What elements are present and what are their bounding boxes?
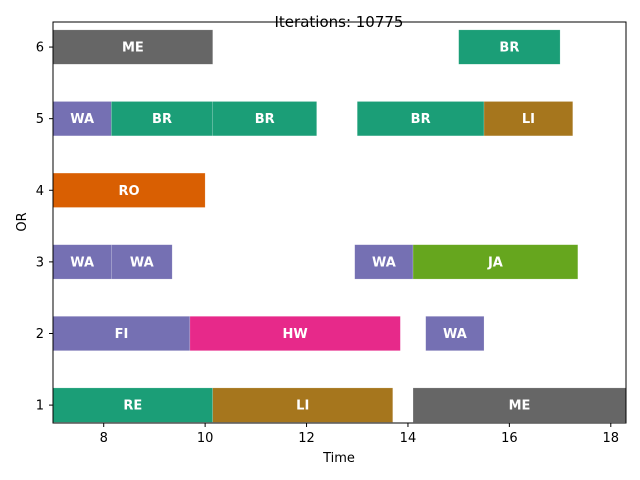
gantt-bar-wa-or3 — [52, 244, 112, 280]
gantt-bar-me-or6 — [52, 29, 213, 65]
y-tick-label: 3 — [36, 255, 44, 270]
bar-label: WA — [70, 255, 94, 270]
bar-label: ME — [509, 399, 531, 414]
gantt-bar-wa-or2 — [425, 316, 485, 351]
x-tick-label: 14 — [400, 431, 417, 446]
gantt-bar-wa-or3 — [111, 244, 173, 280]
gantt-bar-li-or5 — [483, 101, 574, 137]
bar-label: HW — [283, 327, 308, 342]
x-tick-label: 10 — [197, 431, 214, 446]
y-tick-label: 1 — [36, 399, 44, 414]
gantt-bar-ro-or4 — [52, 172, 206, 208]
bar-label: ME — [122, 41, 144, 56]
gantt-bar-li-or1 — [212, 387, 393, 423]
bar-label: WA — [70, 112, 94, 127]
bar-label: FI — [115, 327, 129, 342]
y-tick-label: 5 — [36, 112, 44, 127]
y-axis-label: OR — [15, 212, 30, 231]
bar-label: WA — [130, 255, 154, 270]
bar-label: BR — [499, 41, 519, 56]
y-tick-label: 2 — [36, 327, 44, 342]
bar-label: LI — [522, 112, 535, 127]
gantt-bar-br-or6 — [458, 29, 561, 65]
gantt-bar-ja-or3 — [412, 244, 579, 280]
bar-label: LI — [296, 399, 309, 414]
bar-label: BR — [411, 112, 431, 127]
gantt-bar-br-or5 — [212, 101, 317, 137]
bar-label: BR — [255, 112, 275, 127]
x-tick-label: 18 — [603, 431, 620, 446]
bar-label: WA — [372, 255, 396, 270]
x-tick-label: 16 — [501, 431, 518, 446]
gantt-bar-me-or1 — [412, 387, 627, 423]
y-axis: 1 2 3 4 5 6 — [36, 41, 53, 414]
y-tick-label: 6 — [36, 41, 44, 56]
bar-label: JA — [487, 255, 503, 270]
bar-label: BR — [152, 112, 172, 127]
gantt-bar-hw-or2 — [189, 316, 401, 351]
y-tick-label: 4 — [36, 184, 44, 199]
gantt-bar-wa-or3 — [354, 244, 414, 280]
x-axis-label: Time — [322, 451, 355, 466]
x-tick-label: 8 — [100, 431, 108, 446]
bar-label: RE — [123, 399, 142, 414]
gantt-bar-br-or5 — [356, 101, 485, 137]
plot-frame — [52, 21, 627, 424]
bars-layer: ME BR WA BR BR BR LI RO WA WA WA JA FI HW WA RE LI ME — [52, 29, 627, 423]
x-axis: 8 10 12 14 16 18 — [100, 423, 619, 446]
bar-label: WA — [443, 327, 467, 342]
x-tick-label: 12 — [298, 431, 315, 446]
gantt-bar-fi-or2 — [52, 316, 191, 351]
gantt-bar-br-or5 — [111, 101, 213, 137]
bar-label: RO — [119, 184, 140, 199]
